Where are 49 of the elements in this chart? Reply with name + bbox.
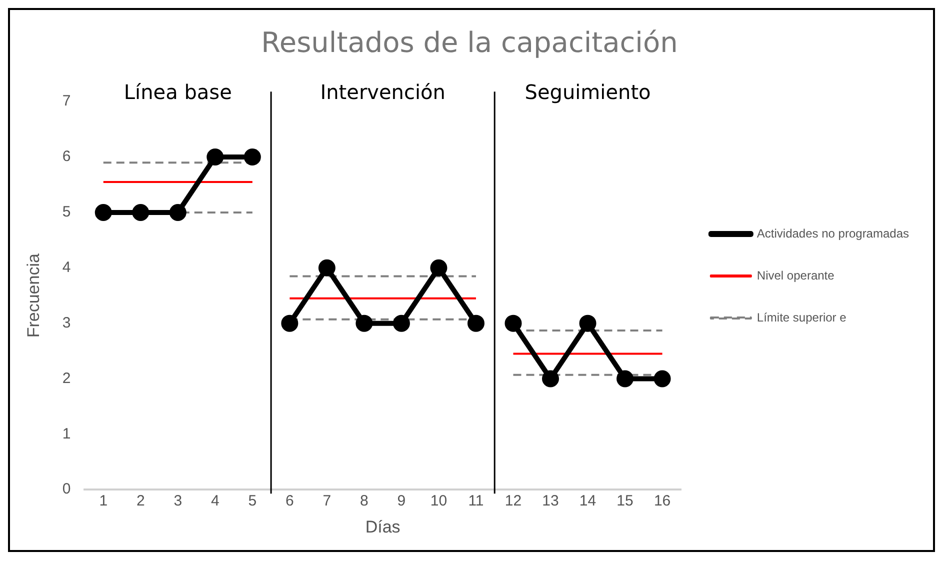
x-tick-label: 3 [174, 492, 182, 510]
y-tick-label: 5 [62, 204, 71, 221]
point [542, 370, 559, 388]
y-tick-label: 4 [62, 259, 71, 276]
x-tick-label: 7 [322, 492, 332, 510]
x-tick-label: 2 [136, 492, 145, 510]
point [169, 204, 186, 221]
point [392, 314, 410, 332]
y-tick-label: 0 [62, 480, 71, 498]
x-tick-label: 12 [504, 492, 522, 510]
y-tick-label: 6 [62, 148, 71, 166]
legend-label: Nivel operante [756, 268, 835, 282]
annotation: Línea base [124, 80, 232, 104]
legend-label: Límite superior e [756, 310, 847, 324]
y-tick-label: 3 [62, 314, 71, 332]
y-tick-label: 1 [62, 425, 71, 442]
annotation: Seguimiento [524, 80, 651, 104]
point [430, 259, 448, 276]
x-tick-label: 13 [542, 492, 559, 510]
legend-label: Actividades no programadas [756, 226, 910, 240]
point [467, 314, 484, 332]
point [356, 314, 373, 332]
point [616, 370, 634, 388]
x-tick-label: 11 [468, 492, 484, 510]
point [281, 314, 298, 332]
point [132, 204, 150, 221]
x-tick-label: 15 [616, 492, 634, 510]
x-tick-label: 4 [210, 492, 220, 510]
y-tick-label: 2 [62, 370, 71, 387]
chart-title: Resultados de la capacitación [261, 26, 678, 60]
y-axis-title: Frecuencia [24, 253, 43, 338]
point [504, 314, 522, 332]
point [579, 314, 596, 332]
x-tick-label: 10 [430, 492, 448, 510]
x-tick-label: 8 [360, 492, 368, 510]
x-tick-label: 5 [248, 492, 257, 510]
x-tick-label: 1 [99, 492, 108, 510]
point [244, 148, 261, 166]
x-tick-label: 6 [286, 492, 294, 510]
x-tick-label: 16 [654, 492, 671, 510]
x-tick-label: 14 [579, 492, 596, 510]
point [94, 204, 112, 221]
x-tick-label: 9 [397, 492, 406, 510]
point [318, 259, 336, 276]
y-tick-label: 7 [62, 92, 71, 110]
annotation: Intervención [320, 80, 446, 104]
point [654, 370, 671, 388]
x-axis-title: Días [365, 517, 400, 536]
point [206, 148, 224, 166]
